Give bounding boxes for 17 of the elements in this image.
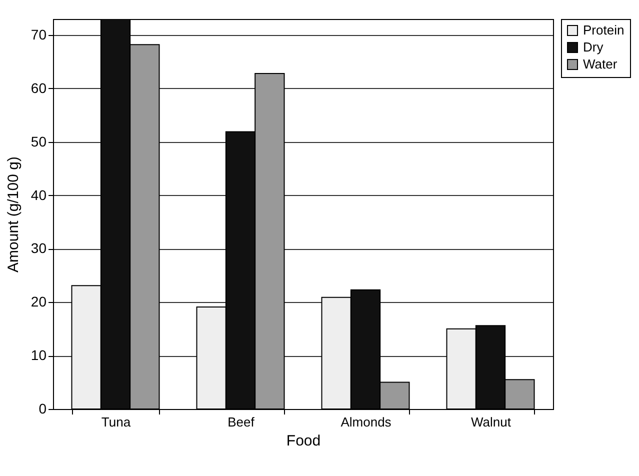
y-tick-label: 30 bbox=[30, 240, 47, 256]
y-tick-label: 60 bbox=[30, 80, 47, 96]
x-tick-label: Beef bbox=[228, 414, 255, 430]
legend-label: Dry bbox=[583, 40, 604, 54]
x-tick-label: Almonds bbox=[340, 414, 392, 430]
y-tick-label: 50 bbox=[30, 133, 47, 150]
x-tick-label: Walnut bbox=[471, 414, 512, 430]
y-tick-label: 10 bbox=[30, 347, 47, 364]
legend-label: Protein bbox=[583, 22, 624, 38]
y-axis-title: Amount (g/100 g) bbox=[4, 156, 22, 272]
y-tick-label: 70 bbox=[30, 26, 47, 43]
x-tick-label: Tuna bbox=[101, 414, 132, 430]
y-tick-label: 40 bbox=[30, 186, 47, 203]
y-tick-label: 20 bbox=[30, 294, 47, 310]
y-tick-label: 0 bbox=[38, 400, 47, 416]
x-axis-title: Food bbox=[286, 432, 321, 450]
legend-label: Water bbox=[583, 56, 618, 72]
